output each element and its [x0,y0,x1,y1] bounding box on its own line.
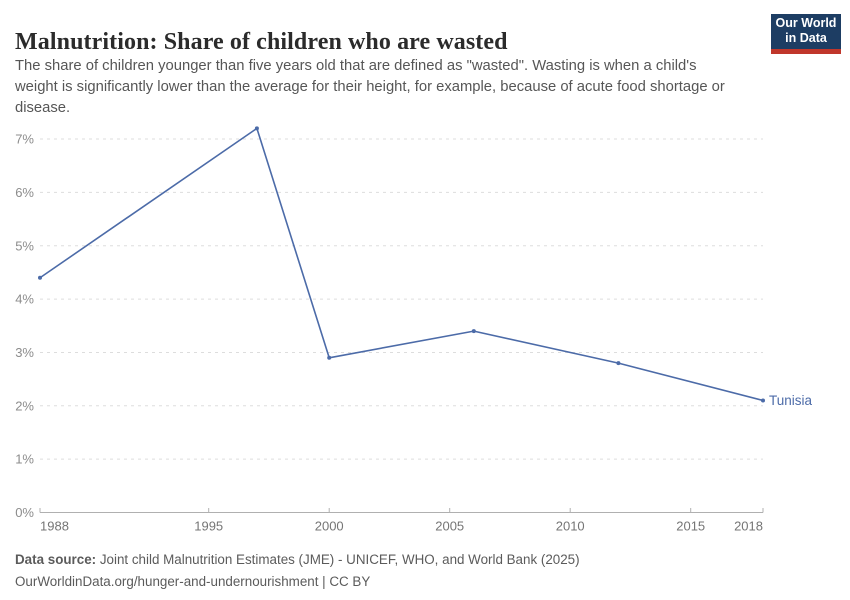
data-point[interactable] [254,126,259,131]
x-axis-label: 2018 [734,519,763,534]
subtitle-line: weight is significantly lower than the a… [15,79,725,95]
data-source-text: Joint child Malnutrition Estimates (JME)… [96,552,580,567]
subtitle-line: The share of children younger than five … [15,58,697,74]
chart-footer: Data source: Joint child Malnutrition Es… [15,549,580,592]
series-label-tunisia[interactable]: Tunisia [769,393,813,408]
y-axis-label: 2% [15,398,34,413]
y-axis-label: 7% [15,132,34,147]
data-point[interactable] [471,329,476,334]
data-source-line: Data source: Joint child Malnutrition Es… [15,549,580,571]
owid-url-link[interactable]: OurWorldinData.org/hunger-and-undernouri… [15,573,371,589]
x-axis-label: 2010 [556,519,585,534]
owid-logo-line1: Our World [775,16,837,30]
x-axis-label: 2005 [435,519,464,534]
x-axis-label: 1988 [40,519,69,534]
data-point[interactable] [38,275,42,280]
owid-logo-line2: in Data [785,31,827,45]
x-axis-label: 2000 [315,519,344,534]
x-axis-label: 2015 [676,519,705,534]
page-title: Malnutrition: Share of children who are … [15,29,508,56]
y-axis-label: 4% [15,292,34,307]
data-point[interactable] [327,355,332,360]
y-axis-label: 1% [15,452,34,467]
data-source-label: Data source: [15,552,97,567]
data-point[interactable] [616,361,621,366]
chart-subtitle: The share of children younger than five … [15,56,725,119]
data-point[interactable] [761,398,765,403]
line-series-tunisia[interactable] [39,127,764,402]
y-axis-label: 0% [15,505,34,520]
y-axis-label: 6% [15,185,34,200]
y-axis-label: 5% [15,238,34,253]
owid-logo[interactable]: Our World in Data [771,14,841,54]
y-axis-label: 3% [15,345,34,360]
subtitle-line: disease. [15,100,71,116]
x-axis-label: 1995 [194,519,223,534]
